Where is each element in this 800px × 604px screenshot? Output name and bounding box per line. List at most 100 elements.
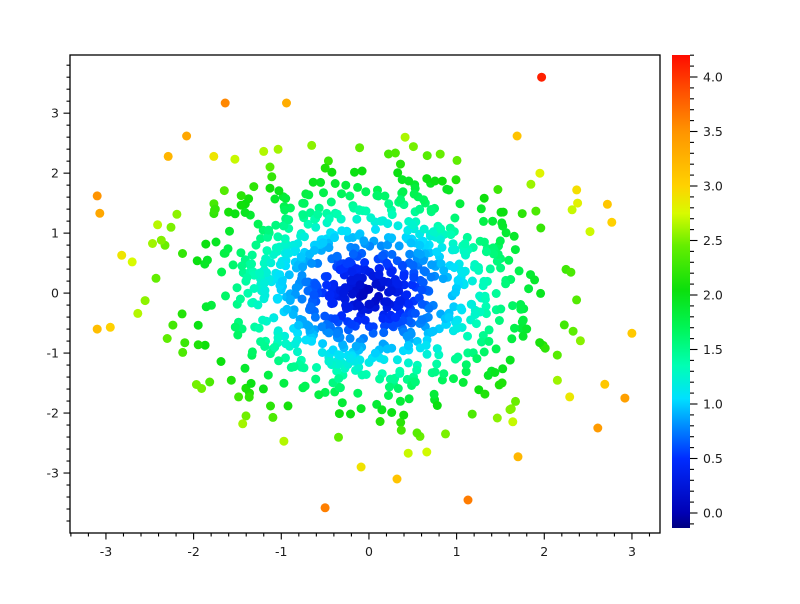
scatter-point: [432, 247, 442, 257]
scatter-point: [355, 301, 365, 311]
scatter-point: [481, 302, 491, 311]
scatter-point: [386, 286, 396, 296]
scatter-point: [148, 239, 157, 248]
scatter-point: [372, 191, 382, 200]
scatter-point: [180, 338, 190, 348]
y-tick-label: 1: [51, 226, 59, 241]
scatter-point: [317, 322, 327, 332]
scatter-point: [334, 374, 344, 384]
scatter-point: [311, 374, 321, 384]
scatter-point: [399, 271, 409, 281]
scatter-point: [332, 251, 342, 261]
scatter-point: [453, 275, 463, 285]
scatter-point: [484, 325, 494, 335]
scatter-point: [306, 302, 315, 312]
scatter-point: [259, 146, 269, 156]
scatter-point: [422, 174, 432, 184]
scatter-point: [153, 220, 163, 230]
scatter-point: [326, 197, 336, 207]
scatter-point: [273, 333, 283, 343]
scatter-point: [481, 247, 491, 257]
scatter-point: [307, 258, 317, 268]
scatter-point: [408, 142, 418, 152]
scatter-point: [552, 350, 562, 360]
scatter-point: [438, 274, 448, 284]
scatter-point: [243, 288, 253, 298]
scatter-point: [240, 363, 250, 373]
scatter-point: [216, 357, 226, 366]
scatter-point: [255, 268, 264, 278]
scatter-point: [323, 156, 333, 166]
scatter-point: [264, 225, 274, 235]
scatter-point: [498, 364, 508, 374]
scatter-point: [288, 310, 298, 319]
scatter-point: [201, 302, 211, 312]
scatter-point: [585, 227, 595, 237]
scatter-point: [403, 358, 413, 368]
scatter-point: [200, 340, 210, 350]
scatter-point: [320, 163, 330, 173]
scatter-point: [382, 297, 392, 307]
scatter-point: [407, 280, 417, 290]
scatter-point: [439, 266, 449, 275]
y-tick-label: -3: [47, 466, 59, 481]
scatter-point: [347, 267, 357, 277]
scatter-point: [345, 258, 355, 268]
scatter-point: [267, 172, 277, 182]
scatter-point: [370, 348, 380, 358]
scatter-point: [366, 213, 376, 223]
scatter-point: [426, 272, 436, 282]
scatter-point: [300, 381, 310, 391]
colorbar-tick-label: 4.0: [703, 70, 723, 85]
scatter-point: [460, 239, 470, 249]
scatter-point: [375, 417, 385, 426]
colorbar-tick-label: 1.0: [703, 397, 723, 412]
scatter-point: [496, 263, 506, 273]
x-tick-label: -3: [100, 544, 112, 559]
scatter-point: [418, 277, 428, 287]
scatter-point: [450, 245, 460, 255]
scatter-point: [226, 375, 236, 385]
scatter-point: [382, 258, 392, 268]
scatter-point: [417, 285, 427, 295]
scatter-point: [310, 312, 320, 322]
scatter-point: [383, 219, 393, 229]
scatter-point: [497, 218, 507, 228]
scatter-point: [477, 337, 486, 347]
scatter-point: [516, 304, 526, 314]
scatter-point: [415, 240, 425, 250]
scatter-point: [444, 313, 454, 322]
scatter-point: [382, 344, 392, 354]
scatter-point: [296, 252, 306, 262]
scatter-point: [332, 366, 342, 376]
scatter-point: [491, 289, 501, 298]
scatter-point: [280, 205, 290, 215]
scatter-point: [242, 273, 252, 283]
scatter-point: [435, 235, 445, 245]
scatter-point: [620, 393, 630, 403]
scatter-point: [299, 198, 309, 208]
scatter-point: [526, 179, 536, 189]
scatter-point: [201, 239, 211, 249]
scatter-point: [335, 265, 345, 275]
scatter-point: [453, 352, 463, 362]
scatter-point: [275, 270, 285, 280]
scatter-point: [178, 249, 187, 258]
scatter-point: [476, 204, 486, 214]
scatter-point: [368, 328, 378, 338]
scatter-point: [386, 268, 396, 278]
scatter-point: [256, 234, 266, 244]
scatter-point: [298, 262, 308, 272]
y-tick-label: 0: [51, 286, 59, 301]
scatter-point: [249, 182, 259, 192]
scatter-point: [304, 190, 314, 200]
scatter-point: [263, 232, 273, 242]
colorbar-tick-label: 1.5: [703, 342, 723, 357]
scatter-point: [490, 368, 500, 377]
scatter-point: [265, 349, 275, 359]
scatter-point: [284, 249, 293, 258]
scatter-point: [410, 377, 420, 387]
colorbar-tick-label: 3.0: [703, 179, 723, 194]
scatter-point: [219, 186, 229, 196]
x-tick-label: -1: [275, 544, 287, 559]
